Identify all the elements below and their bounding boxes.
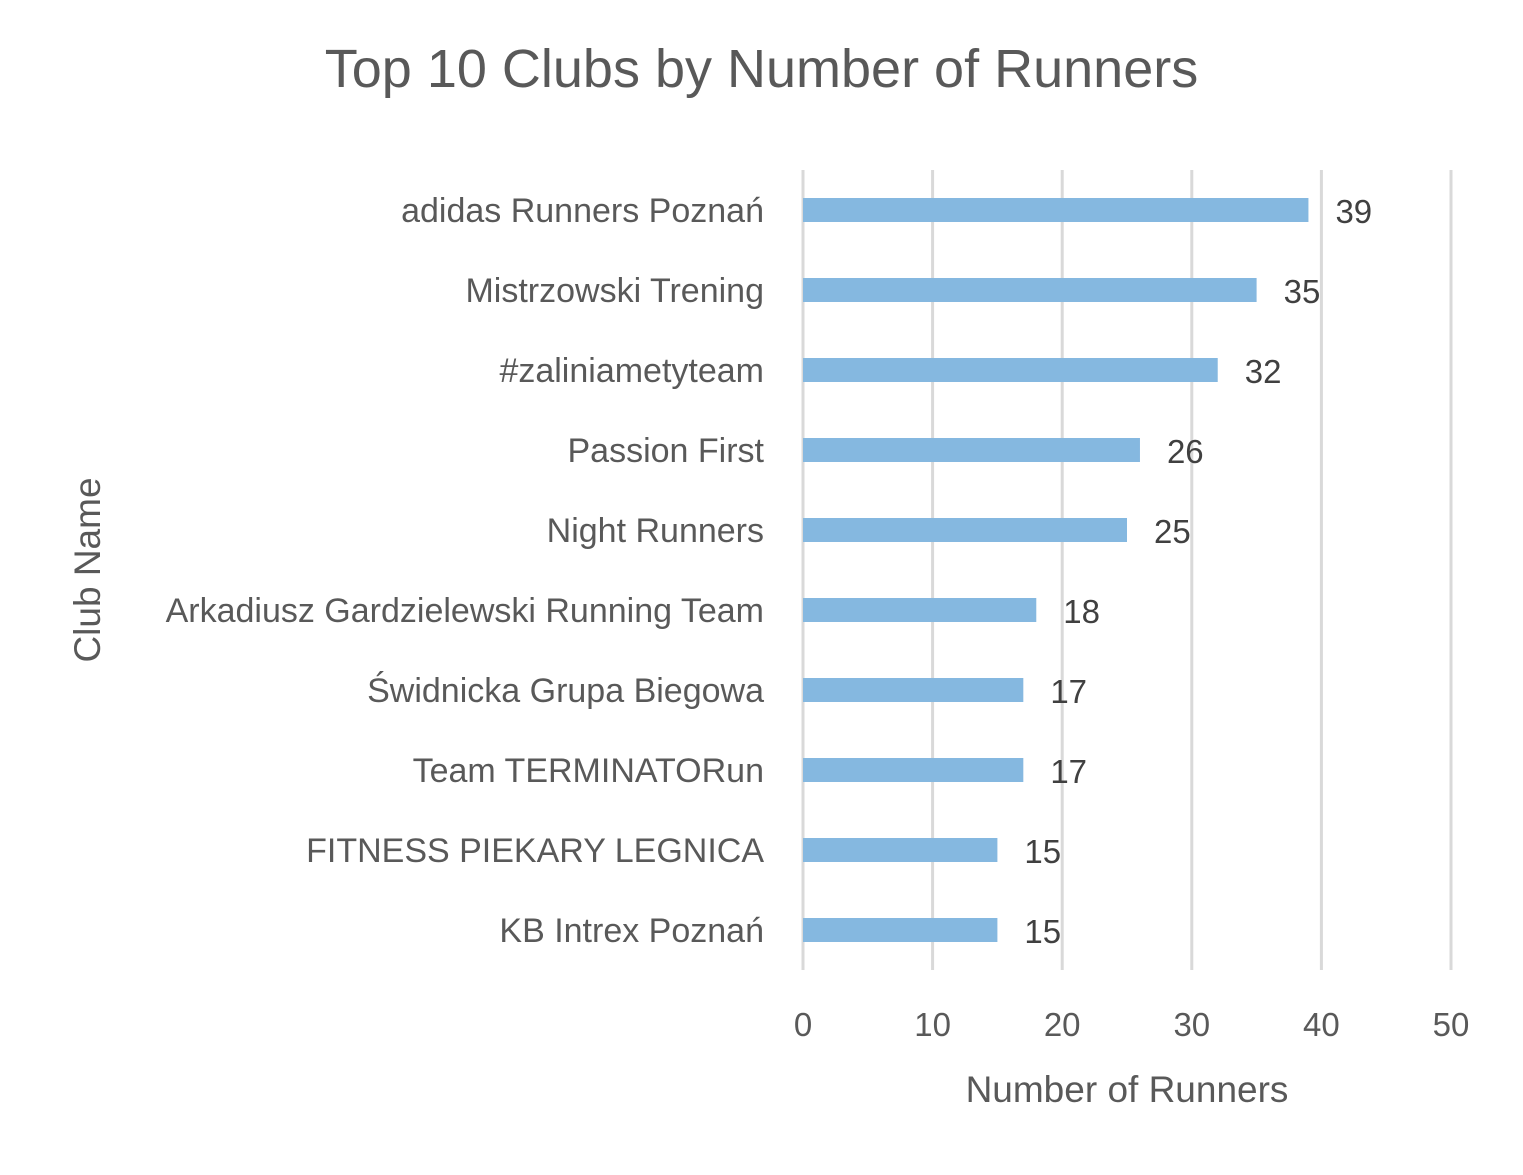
category-label: Arkadiusz Gardzielewski Running Team	[166, 592, 764, 630]
data-label: 15	[1024, 913, 1061, 950]
category-label: Passion First	[568, 432, 765, 470]
data-label: 17	[1050, 753, 1087, 790]
bar	[803, 518, 1127, 542]
data-label: 39	[1335, 193, 1372, 230]
x-tick-labels: 0 10 20 30 40 50	[794, 1006, 1470, 1043]
x-tick-label: 50	[1433, 1006, 1470, 1043]
bar	[803, 198, 1309, 222]
category-label: #zaliniametyteam	[499, 352, 764, 390]
bar	[803, 598, 1037, 622]
bar	[803, 438, 1140, 462]
data-label: 18	[1063, 593, 1100, 630]
bar	[803, 838, 998, 862]
x-tick-label: 10	[914, 1006, 951, 1043]
category-labels: adidas Runners Poznań Mistrzowski Trening…	[166, 192, 765, 950]
data-label: 15	[1024, 833, 1061, 870]
category-label: Mistrzowski Trening	[465, 272, 764, 310]
category-label: Świdnicka Grupa Biegowa	[367, 671, 764, 710]
x-axis-title: Number of Runners	[966, 1069, 1289, 1110]
bar	[803, 678, 1024, 702]
x-tick-label: 30	[1173, 1006, 1210, 1043]
x-tick-label: 20	[1044, 1006, 1081, 1043]
category-label: Team TERMINATORun	[413, 752, 764, 790]
data-label: 25	[1154, 513, 1191, 550]
bar	[803, 278, 1257, 302]
category-label: adidas Runners Poznań	[401, 192, 764, 230]
data-label: 26	[1167, 433, 1204, 470]
x-tick-label: 40	[1303, 1006, 1340, 1043]
bar	[803, 918, 998, 942]
y-axis-title: Club Name	[67, 477, 108, 662]
bars	[803, 198, 1309, 942]
gridlines	[801, 170, 1453, 970]
data-label: 32	[1245, 353, 1282, 390]
data-label: 35	[1284, 273, 1321, 310]
chart-title: Top 10 Clubs by Number of Runners	[324, 39, 1199, 99]
category-label: KB Intrex Poznań	[499, 912, 764, 950]
bar	[803, 358, 1218, 382]
category-label: Night Runners	[547, 512, 764, 550]
data-labels: 39 35 32 26 25 18 17 17 15 15	[1024, 193, 1372, 950]
data-label: 17	[1050, 673, 1087, 710]
x-tick-label: 0	[794, 1006, 812, 1043]
category-label: FITNESS PIEKARY LEGNICA	[306, 832, 764, 870]
bar	[803, 758, 1024, 782]
